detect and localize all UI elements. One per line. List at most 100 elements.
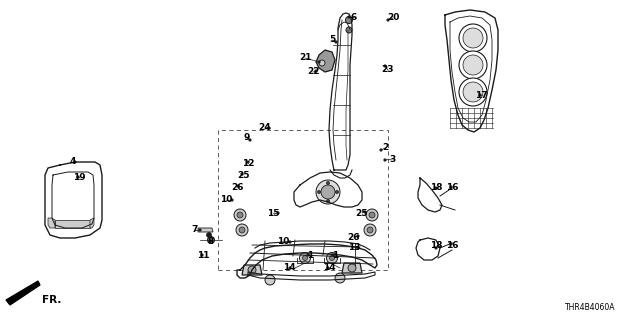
Circle shape [268,127,270,129]
Text: 21: 21 [299,52,311,61]
Circle shape [326,181,330,185]
Text: 19: 19 [73,172,85,181]
Circle shape [479,94,481,96]
Circle shape [300,252,310,263]
Circle shape [77,176,79,178]
Text: 4: 4 [70,157,76,166]
Circle shape [236,224,248,236]
Text: 18: 18 [429,183,442,193]
Text: 15: 15 [267,209,279,218]
Bar [218,130,388,270]
Circle shape [234,209,246,221]
Text: THR4B4060A: THR4B4060A [564,303,615,312]
Text: 7: 7 [192,226,198,235]
Circle shape [317,190,321,194]
Circle shape [207,233,211,237]
Circle shape [209,240,211,242]
Polygon shape [55,220,90,228]
Circle shape [289,267,291,269]
Text: 3: 3 [389,155,395,164]
Circle shape [289,241,291,243]
Text: 12: 12 [242,158,254,167]
Circle shape [321,185,335,199]
Polygon shape [316,50,335,72]
Circle shape [248,266,256,274]
Circle shape [277,212,279,214]
Circle shape [450,243,452,245]
Circle shape [307,254,309,256]
Circle shape [326,199,330,203]
Circle shape [459,24,487,52]
Text: 25: 25 [237,171,249,180]
Circle shape [346,27,352,33]
Circle shape [237,185,239,187]
Text: 8: 8 [208,237,214,246]
Text: 17: 17 [475,91,487,100]
Circle shape [335,190,339,194]
Text: 25: 25 [356,209,368,218]
Circle shape [380,149,382,151]
Circle shape [332,254,334,256]
Circle shape [366,209,378,221]
Circle shape [387,19,389,21]
Polygon shape [90,218,94,228]
Circle shape [367,227,373,233]
Text: 1: 1 [307,252,313,260]
Text: 16: 16 [445,183,458,193]
Polygon shape [342,263,362,273]
Text: 20: 20 [387,13,399,22]
Text: 14: 14 [323,263,335,273]
Circle shape [348,16,350,18]
Text: 10: 10 [277,237,289,246]
Text: 26: 26 [348,233,360,242]
Circle shape [327,267,329,269]
Polygon shape [6,281,40,305]
Circle shape [326,252,337,263]
Circle shape [207,236,214,244]
Circle shape [384,159,386,161]
Circle shape [249,139,251,141]
Circle shape [364,211,366,213]
Text: 22: 22 [307,68,319,76]
Text: 10: 10 [220,196,232,204]
Circle shape [364,224,376,236]
Circle shape [459,51,487,79]
Circle shape [335,273,345,283]
Text: 9: 9 [244,133,250,142]
Text: 26: 26 [231,182,243,191]
Text: 2: 2 [382,143,388,153]
Circle shape [369,212,375,218]
Circle shape [357,247,359,249]
Text: 18: 18 [429,242,442,251]
Circle shape [450,186,452,188]
Text: 14: 14 [283,263,295,273]
Text: 23: 23 [381,66,394,75]
Text: 13: 13 [348,243,360,252]
Circle shape [303,255,307,260]
Circle shape [199,229,201,231]
Text: 16: 16 [445,241,458,250]
Text: 6: 6 [351,13,357,22]
Polygon shape [48,218,55,228]
Polygon shape [242,265,262,275]
Text: 11: 11 [196,252,209,260]
Circle shape [463,82,483,102]
Circle shape [384,65,386,67]
Circle shape [346,17,353,23]
Text: 24: 24 [259,123,271,132]
Circle shape [237,212,243,218]
Circle shape [463,28,483,48]
Text: FR.: FR. [42,295,61,305]
Circle shape [330,255,335,260]
Circle shape [318,61,320,63]
Circle shape [74,161,76,163]
Circle shape [459,78,487,106]
Circle shape [201,254,204,256]
Circle shape [348,264,356,272]
Circle shape [335,41,337,43]
Circle shape [241,173,243,175]
Text: 5: 5 [329,36,335,44]
Text: 1: 1 [332,252,338,260]
Circle shape [247,161,249,163]
Circle shape [319,60,325,66]
